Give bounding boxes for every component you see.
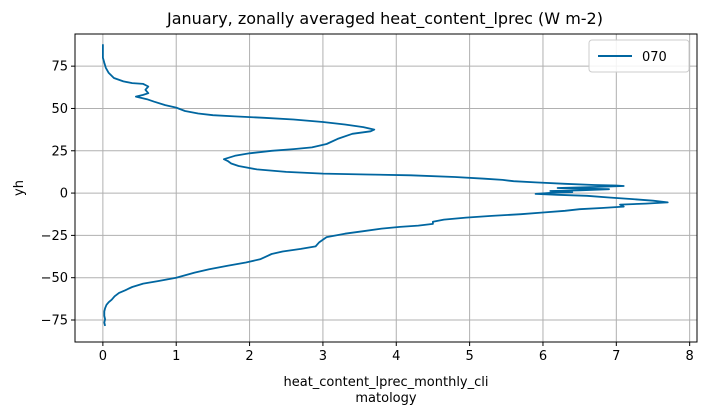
y-tick-label: −50 — [41, 271, 68, 286]
y-tick-label: −25 — [41, 229, 68, 244]
grid-layer — [75, 34, 697, 342]
y-tick-label: 0 — [60, 187, 68, 202]
x-axis-label-line-1: heat_content_lprec_monthly_cli — [283, 375, 488, 390]
series-layer — [102, 44, 669, 327]
y-tick-label: 75 — [51, 60, 68, 75]
x-tick-label: 8 — [686, 349, 694, 364]
y-axis-label: yh — [12, 180, 27, 196]
x-tick-label: 6 — [539, 349, 547, 364]
x-tick-label: 3 — [319, 349, 327, 364]
tick-layer: 0 1 2 3 4 5 6 7 8 −75 −50 −25 0 25 50 75 — [41, 60, 694, 364]
plot-frame — [74, 33, 698, 343]
chart-title: January, zonally averaged heat_content_l… — [166, 9, 603, 29]
x-tick-label: 4 — [392, 349, 400, 364]
y-tick-label: 50 — [51, 102, 68, 117]
x-tick-label: 2 — [245, 349, 253, 364]
x-axis-label-line-2: matology — [355, 391, 416, 406]
x-tick-label: 0 — [99, 349, 107, 364]
x-tick-label: 5 — [465, 349, 473, 364]
x-tick-label: 1 — [172, 349, 180, 364]
y-tick-label: −75 — [41, 314, 68, 329]
legend-box — [588, 39, 690, 73]
x-tick-label: 7 — [612, 349, 620, 364]
y-tick-label: 25 — [51, 144, 68, 159]
legend: 070 — [588, 39, 690, 73]
legend-label-070: 070 — [642, 50, 667, 65]
series-line-070 — [102, 44, 669, 327]
